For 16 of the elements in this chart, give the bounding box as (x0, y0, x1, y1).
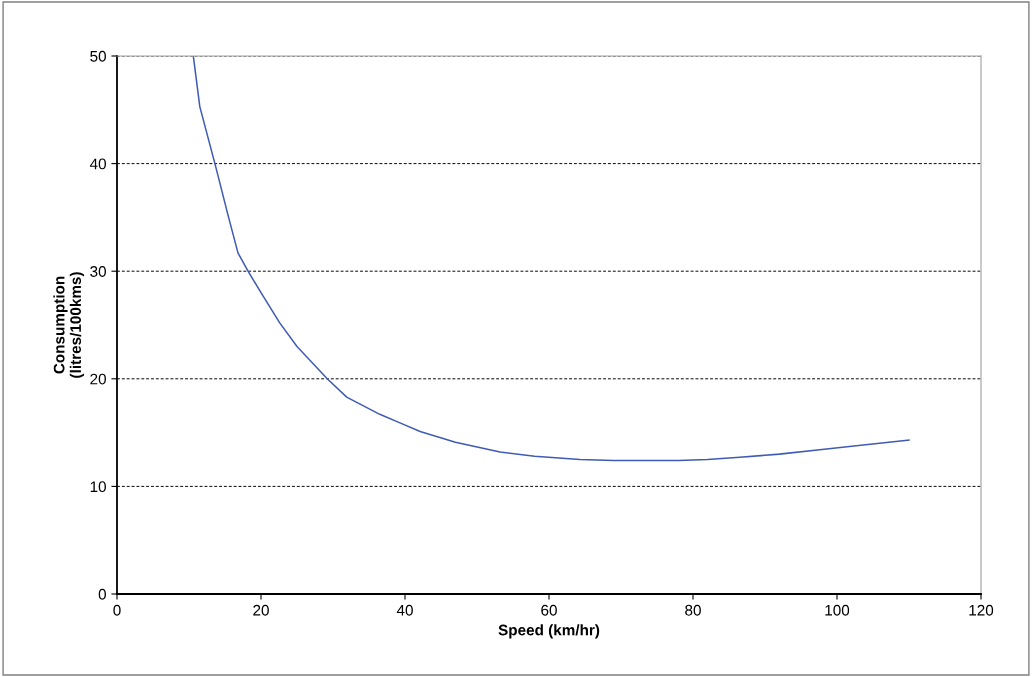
line-series (192, 56, 910, 462)
y-tick-label: 0 (98, 588, 106, 600)
y-axis-title: Consumption (litres/100kms) (53, 272, 85, 378)
x-tick-label: 80 (685, 604, 701, 616)
x-tick-label: 60 (541, 604, 557, 616)
x-tick-label: 0 (113, 604, 121, 616)
y-tick-label: 20 (90, 373, 106, 385)
y-tick-label: 40 (89, 158, 106, 170)
x-tick-label: 100 (825, 604, 850, 616)
x-tick-label: 120 (969, 604, 994, 616)
y-tick-label: 10 (90, 481, 106, 493)
x-tick-label: 40 (396, 604, 413, 616)
y-tick-label: 30 (90, 266, 106, 277)
x-axis-title: Speed (km/hr) (498, 624, 600, 639)
y-tick-label: 50 (90, 50, 106, 62)
x-tick-label: 20 (253, 604, 269, 616)
